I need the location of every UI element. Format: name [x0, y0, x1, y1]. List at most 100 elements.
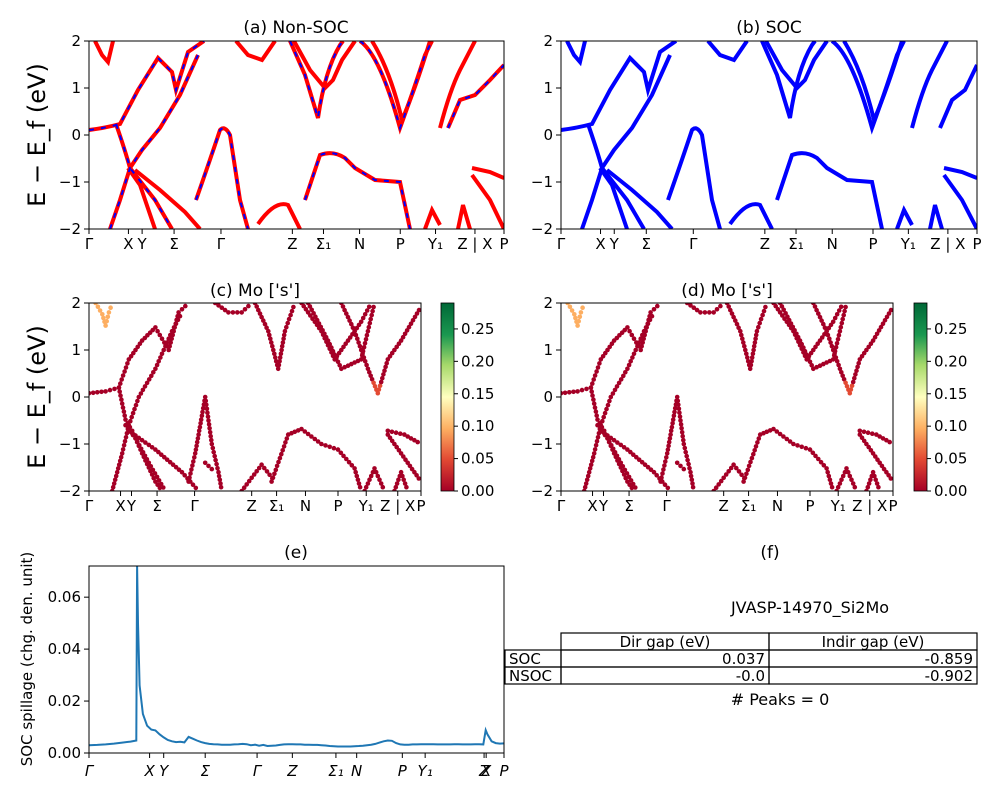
projection-point — [203, 398, 209, 404]
projection-point — [595, 435, 601, 440]
x-tick-label: Y₁ — [830, 497, 846, 515]
projection-point — [338, 450, 344, 456]
x-tick-label: P — [333, 497, 342, 515]
projection-point — [756, 324, 761, 330]
projection-point — [416, 476, 421, 481]
projection-point — [364, 332, 370, 338]
projection-point — [270, 475, 276, 481]
projection-point — [123, 417, 128, 422]
projection-point — [191, 459, 196, 464]
projection-point — [839, 477, 844, 483]
projection-point — [376, 387, 382, 392]
projection-point — [879, 463, 885, 469]
projection-point — [797, 338, 803, 343]
projection-point — [205, 414, 211, 419]
y-tick-label: 0 — [71, 126, 81, 144]
projection-point — [154, 474, 160, 480]
projection-point — [168, 332, 173, 338]
projection-point — [114, 469, 120, 475]
projection-point — [594, 369, 599, 374]
colorbar-tick-label: 0.25 — [934, 320, 967, 338]
projection-point — [781, 434, 786, 439]
projection-point — [655, 303, 660, 309]
x-tick-label: Y — [137, 235, 148, 253]
projection-point — [608, 435, 614, 441]
projection-point — [93, 303, 98, 306]
projection-point — [575, 389, 580, 394]
x-tick-label: Z | X — [457, 235, 492, 253]
projection-point — [726, 469, 731, 474]
projection-point — [337, 363, 343, 368]
projection-point — [277, 455, 283, 461]
projection-point — [749, 455, 755, 461]
projection-point — [222, 307, 228, 313]
projection-point — [597, 361, 602, 366]
colorbar-c — [440, 302, 455, 492]
projection-point — [588, 462, 594, 468]
projection-point — [736, 325, 741, 331]
projection-point — [816, 311, 821, 316]
projection-point — [283, 440, 288, 445]
projection-point — [830, 319, 836, 325]
projection-point — [274, 463, 280, 469]
projection-point — [349, 321, 354, 327]
projection-point — [757, 320, 762, 326]
projection-point — [214, 461, 219, 467]
projection-point — [133, 402, 139, 408]
gap-table — [504, 632, 978, 685]
projection-point — [841, 377, 847, 382]
projection-point — [311, 311, 316, 316]
band-a-12 — [303, 151, 412, 229]
projection-point — [210, 445, 216, 451]
y-tick-label: −1 — [531, 173, 553, 191]
projection-point — [151, 370, 156, 375]
table-row-soc-label: SOC — [509, 650, 541, 668]
projection-point — [779, 304, 785, 309]
band-b-7 — [666, 126, 722, 229]
projection-point — [382, 368, 387, 374]
projection-point — [272, 471, 277, 477]
projection-point — [819, 335, 825, 340]
band-b-20 — [942, 173, 977, 229]
projection-point — [156, 478, 162, 483]
projection-point — [728, 465, 734, 471]
projection-point — [781, 307, 786, 313]
dash-a-4 — [195, 127, 249, 229]
projection-point — [609, 443, 614, 448]
projection-point — [259, 314, 264, 320]
projection-point — [340, 304, 346, 309]
projection-point — [239, 310, 244, 315]
projection-point — [659, 475, 664, 480]
projection-point — [859, 435, 865, 441]
projection-point — [565, 303, 570, 306]
projection-point — [784, 436, 790, 442]
projection-point — [235, 310, 240, 315]
projection-point — [281, 336, 286, 342]
projection-point — [610, 446, 616, 452]
band-a-19 — [471, 166, 504, 180]
projection-point — [122, 439, 128, 444]
projection-point — [593, 443, 599, 448]
table-row-soc-dir: 0.037 — [722, 650, 765, 668]
projection-point — [714, 307, 720, 312]
projection-point — [726, 304, 731, 309]
projection-point — [679, 430, 685, 435]
projection-point — [628, 478, 634, 483]
colorbar-d — [913, 302, 928, 492]
projection-point — [158, 481, 164, 487]
projection-point — [246, 478, 252, 484]
projection-point — [262, 465, 267, 471]
projection-point — [746, 463, 752, 469]
projection-point — [748, 362, 754, 368]
projection-point — [621, 373, 626, 379]
projection-point — [865, 484, 871, 490]
x-tick-label: P — [972, 235, 981, 253]
x-tick-label: P — [888, 497, 897, 515]
projection-point — [354, 473, 360, 479]
projection-point — [744, 351, 749, 357]
projection-point — [177, 313, 183, 319]
projection-point — [631, 351, 637, 357]
projection-point — [208, 433, 213, 439]
projection-point — [859, 354, 865, 359]
projection-point — [387, 354, 393, 359]
